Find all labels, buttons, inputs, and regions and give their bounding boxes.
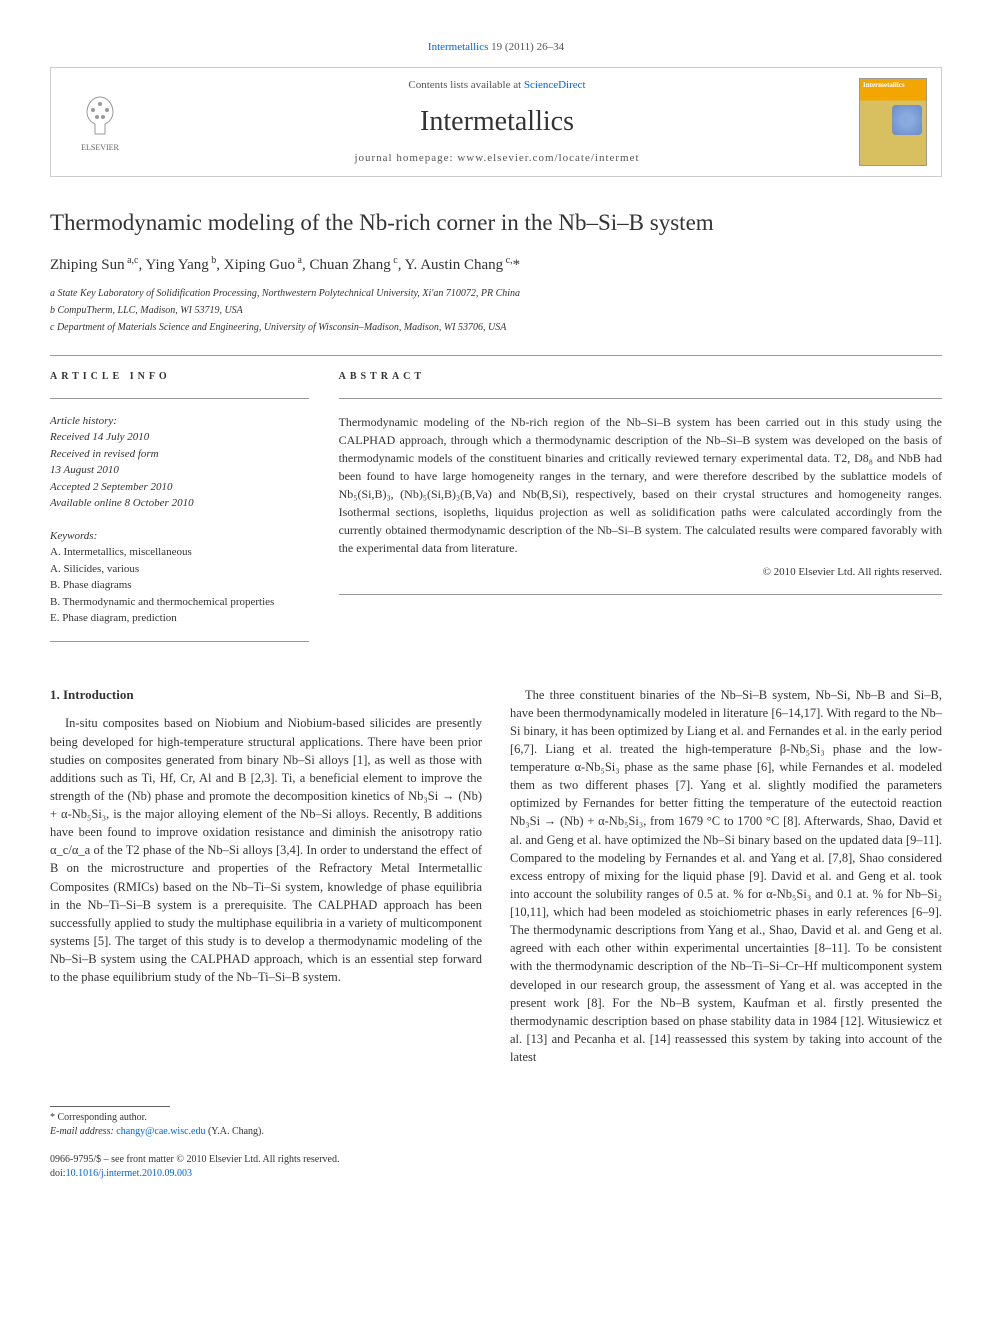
- divider: [50, 355, 942, 356]
- cover-title: Intermetallics: [860, 79, 926, 93]
- divider: [339, 594, 942, 595]
- keyword: B. Phase diagrams: [50, 577, 309, 594]
- doi-label: doi:: [50, 1168, 66, 1179]
- affil-marker: c: [391, 255, 398, 266]
- author-list: Zhiping Sun a,c, Ying Yang b, Xiping Guo…: [50, 254, 942, 276]
- email-line: E-mail address: changy@cae.wisc.edu (Y.A…: [50, 1125, 942, 1139]
- paragraph: The three constituent binaries of the Nb…: [510, 686, 942, 1067]
- body-columns: 1. Introduction In-situ composites based…: [50, 686, 942, 1077]
- keyword: B. Thermodynamic and thermochemical prop…: [50, 594, 309, 611]
- corresponding-note: * Corresponding author.: [50, 1111, 942, 1125]
- contents-prefix: Contents lists available at: [408, 79, 523, 91]
- elsevier-tree-icon: [75, 92, 125, 142]
- keywords-block: Keywords: A. Intermetallics, miscellaneo…: [50, 528, 309, 627]
- accepted-date: Accepted 2 September 2010: [50, 479, 309, 496]
- abstract-column: ABSTRACT Thermodynamic modeling of the N…: [339, 370, 942, 656]
- affiliation-c: c Department of Materials Science and En…: [50, 320, 942, 335]
- history-label: Article history:: [50, 413, 309, 430]
- email-suffix: (Y.A. Chang).: [205, 1126, 263, 1137]
- affiliation-a: a State Key Laboratory of Solidification…: [50, 286, 942, 301]
- revised-label: Received in revised form: [50, 446, 309, 463]
- keyword: A. Silicides, various: [50, 561, 309, 578]
- online-date: Available online 8 October 2010: [50, 495, 309, 512]
- affil-marker: a,c: [125, 255, 139, 266]
- affil-marker: a: [295, 255, 302, 266]
- author[interactable]: Chuan Zhang: [310, 257, 391, 273]
- info-abstract-row: ARTICLE INFO Article history: Received 1…: [50, 370, 942, 656]
- author[interactable]: Zhiping Sun: [50, 257, 125, 273]
- section-heading: 1. Introduction: [50, 686, 482, 705]
- divider: [50, 641, 309, 642]
- left-column: 1. Introduction In-situ composites based…: [50, 686, 482, 1077]
- journal-name: Intermetallics: [135, 102, 859, 141]
- affil-marker: b: [209, 255, 217, 266]
- homepage-line: journal homepage: www.elsevier.com/locat…: [135, 151, 859, 166]
- affiliations: a State Key Laboratory of Solidification…: [50, 286, 942, 335]
- abstract-copyright: © 2010 Elsevier Ltd. All rights reserved…: [339, 565, 942, 580]
- journal-header-box: ELSEVIER Contents lists available at Sci…: [50, 67, 942, 177]
- journal-reference: Intermetallics 19 (2011) 26–34: [50, 40, 942, 55]
- journal-ref-citation: 19 (2011) 26–34: [488, 41, 564, 53]
- article-info-column: ARTICLE INFO Article history: Received 1…: [50, 370, 309, 656]
- revised-date: 13 August 2010: [50, 462, 309, 479]
- elsevier-label: ELSEVIER: [81, 142, 119, 153]
- header-center: Contents lists available at ScienceDirec…: [135, 78, 859, 166]
- footer-block: * Corresponding author. E-mail address: …: [50, 1106, 942, 1181]
- affiliation-b: b CompuTherm, LLC, Madison, WI 53719, US…: [50, 303, 942, 318]
- journal-cover-thumbnail[interactable]: Intermetallics: [859, 78, 927, 166]
- contents-line: Contents lists available at ScienceDirec…: [135, 78, 859, 93]
- email-link[interactable]: changy@cae.wisc.edu: [116, 1126, 205, 1137]
- homepage-prefix: journal homepage:: [354, 152, 457, 164]
- keyword: A. Intermetallics, miscellaneous: [50, 544, 309, 561]
- issn-line: 0966-9795/$ – see front matter © 2010 El…: [50, 1153, 942, 1167]
- abstract-text: Thermodynamic modeling of the Nb-rich re…: [339, 413, 942, 557]
- affil-marker: c,: [503, 255, 512, 266]
- article-info-label: ARTICLE INFO: [50, 370, 309, 384]
- elsevier-logo[interactable]: ELSEVIER: [65, 87, 135, 157]
- author[interactable]: Ying Yang: [145, 257, 208, 273]
- author[interactable]: Y. Austin Chang: [405, 257, 504, 273]
- corresponding-marker: *: [513, 257, 521, 273]
- doi-link[interactable]: 10.1016/j.intermet.2010.09.003: [66, 1168, 192, 1179]
- homepage-url[interactable]: www.elsevier.com/locate/intermet: [457, 152, 639, 164]
- author[interactable]: Xiping Guo: [224, 257, 295, 273]
- footnote-rule: [50, 1106, 170, 1107]
- journal-ref-link[interactable]: Intermetallics: [428, 41, 488, 53]
- keywords-label: Keywords:: [50, 528, 309, 545]
- sciencedirect-link[interactable]: ScienceDirect: [524, 79, 586, 91]
- divider: [339, 398, 942, 399]
- abstract-label: ABSTRACT: [339, 370, 942, 384]
- article-title: Thermodynamic modeling of the Nb-rich co…: [50, 207, 942, 239]
- paragraph: In-situ composites based on Niobium and …: [50, 714, 482, 986]
- keyword: E. Phase diagram, prediction: [50, 610, 309, 627]
- doi-line: doi:10.1016/j.intermet.2010.09.003: [50, 1167, 942, 1181]
- received-date: Received 14 July 2010: [50, 429, 309, 446]
- right-column: The three constituent binaries of the Nb…: [510, 686, 942, 1077]
- article-history: Article history: Received 14 July 2010 R…: [50, 413, 309, 512]
- divider: [50, 398, 309, 399]
- email-label: E-mail address:: [50, 1126, 116, 1137]
- cover-image-icon: [892, 105, 922, 135]
